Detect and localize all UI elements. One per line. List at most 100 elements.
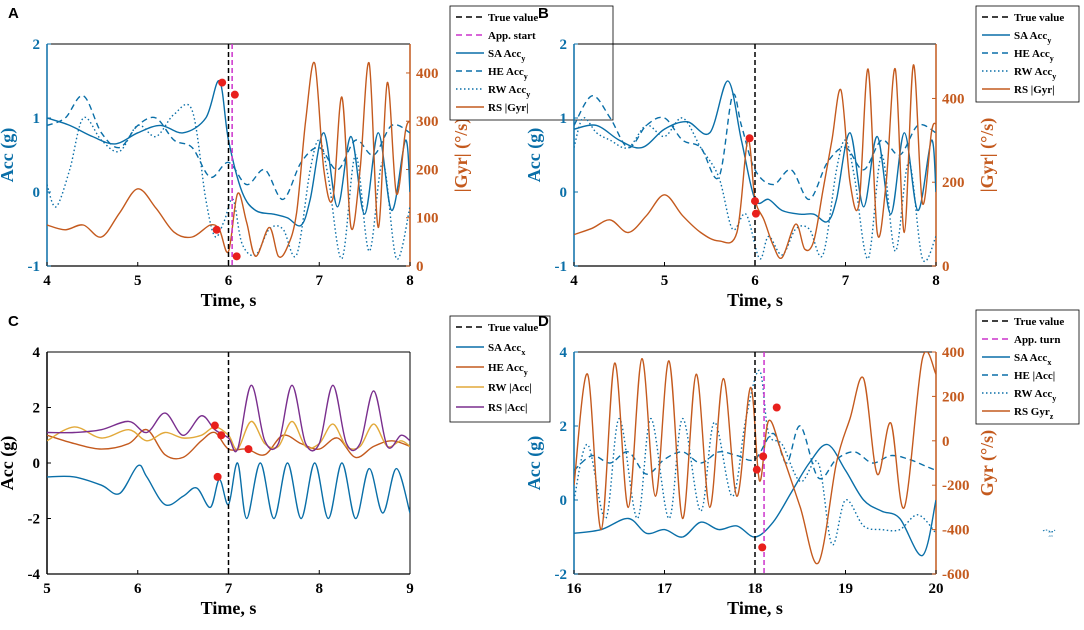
x-tick-label: 8 [316,581,324,597]
series-sa-acc-y [47,80,410,227]
stray-annotation-label: -0.9 [1048,530,1053,534]
legend-box [449,315,551,423]
stray-annotation: -0.9-0.9 [1042,529,1056,538]
series-rs-gyr-z [574,352,936,565]
legend-item: RW |Acc| [488,382,532,394]
y-tick-label: -2 [555,567,568,583]
y-tick-label: 2 [560,419,568,435]
legend-item: RS Gyrz [1014,406,1054,421]
legend-item: RS |Gyr| [488,102,529,114]
y2-tick-label: 300 [416,114,439,130]
x-tick-label: 16 [567,581,583,597]
x-axis-label: Time, s [727,290,783,310]
legend-item: SA Accy [1014,30,1051,45]
series-he-acc-y [47,95,410,201]
plot-area [574,64,936,263]
event-marker [759,452,768,461]
legend-box [449,5,614,121]
legend-item: RW Accy [1014,388,1056,403]
x-tick-label: 17 [657,581,673,597]
x-axis-label: Time, s [201,290,257,310]
y-tick-label: 2 [560,37,568,53]
legend-item: HE Accy [488,66,528,81]
y2-axis-label: Gyr (°/s) [977,430,998,496]
series-rw-acc-y [47,103,410,260]
y2-tick-label: -600 [942,567,970,583]
plot-area [47,384,410,520]
legend-box [975,5,1080,103]
y-tick-label: -1 [555,259,568,275]
x-tick-label: 8 [932,273,940,289]
y2-tick-label: 0 [942,434,950,450]
legend: True value SA Accx HE Accy RW |Acc| RS |Acc| [449,315,551,423]
x-tick-label: 4 [570,273,578,289]
series-rs-gyr- [47,61,410,258]
y2-tick-label: 400 [416,66,439,82]
legend-item: SA Accx [488,342,525,357]
event-marker [745,134,754,143]
y-tick-label: 0 [33,185,41,201]
stray-annotation-mark [1042,529,1056,533]
legend-item: True value [1014,316,1064,328]
chart-panel-c: C 5 6 7 8 9 -4 -2 0 2 4 Time, s Acc (g) True value SA … [0,313,551,618]
plot-area [47,61,410,260]
x-tick-label: 8 [406,273,414,289]
legend-item: RS |Gyr| [1014,84,1055,96]
legend: True value App. start SA Accy HE Accy RW Acc… [449,5,614,121]
event-marker [244,445,253,454]
y-tick-label: 0 [33,456,41,472]
event-marker [213,472,222,481]
y2-tick-label: 0 [942,259,950,275]
y-axis-label: Acc (g) [524,436,545,490]
y-tick-label: 1 [560,111,568,127]
event-marker [230,90,239,99]
y-tick-label: 1 [33,111,41,127]
series-sa-acc-x [47,462,410,520]
chart-panel-b: B 4 5 6 7 8 -1 0 1 2 0 200 400 Time, s Acc (g) |Gyr| (°… [524,5,1080,310]
y-axis-label: Acc (g) [524,128,545,182]
x-tick-label: 7 [842,273,850,289]
event-marker [210,421,219,430]
chart-panel-a: A 4 5 6 7 8 -1 0 1 2 0 100 200 300 400 Time, s Acc (g) |G… [0,5,614,310]
y-tick-label: 2 [33,401,41,417]
series-rw-acc- [47,420,410,451]
legend-item: App. turn [1014,334,1060,346]
legend-item: SA Accy [488,48,525,63]
event-marker [758,543,767,552]
x-tick-label: 6 [225,273,233,289]
event-marker [751,209,760,218]
series-he-acc- [574,425,936,480]
panel-letter: A [8,5,19,22]
legend-box [975,309,1080,425]
x-tick-label: 5 [43,581,51,597]
x-axis-label: Time, s [201,598,257,618]
y-tick-label: -1 [28,259,41,275]
y-tick-label: 2 [33,37,41,53]
y2-tick-label: 100 [416,211,439,227]
y-tick-label: 4 [560,345,568,361]
series-he-acc-y [574,93,936,201]
legend-item: True value [1014,12,1064,24]
y-axis-label: Acc (g) [0,436,18,490]
y2-tick-label: 400 [942,345,965,361]
legend-item: App. start [488,30,536,42]
series-sa-acc-y [574,80,936,223]
panel-letter: C [8,313,19,330]
x-tick-label: 9 [406,581,414,597]
legend-item: True value [488,12,538,24]
x-tick-label: 5 [134,273,142,289]
y2-tick-label: -200 [942,478,970,494]
y2-tick-label: 200 [416,162,439,178]
x-tick-label: 7 [316,273,324,289]
panel-letter: B [538,5,549,22]
event-marker [218,78,227,87]
x-tick-label: 19 [838,581,853,597]
event-marker [772,403,781,412]
y2-tick-label: 200 [942,175,965,191]
y-tick-label: 0 [560,493,568,509]
event-marker [217,431,226,440]
series-rs-acc- [47,384,410,453]
y-tick-label: 0 [560,185,568,201]
x-tick-label: 4 [43,273,51,289]
